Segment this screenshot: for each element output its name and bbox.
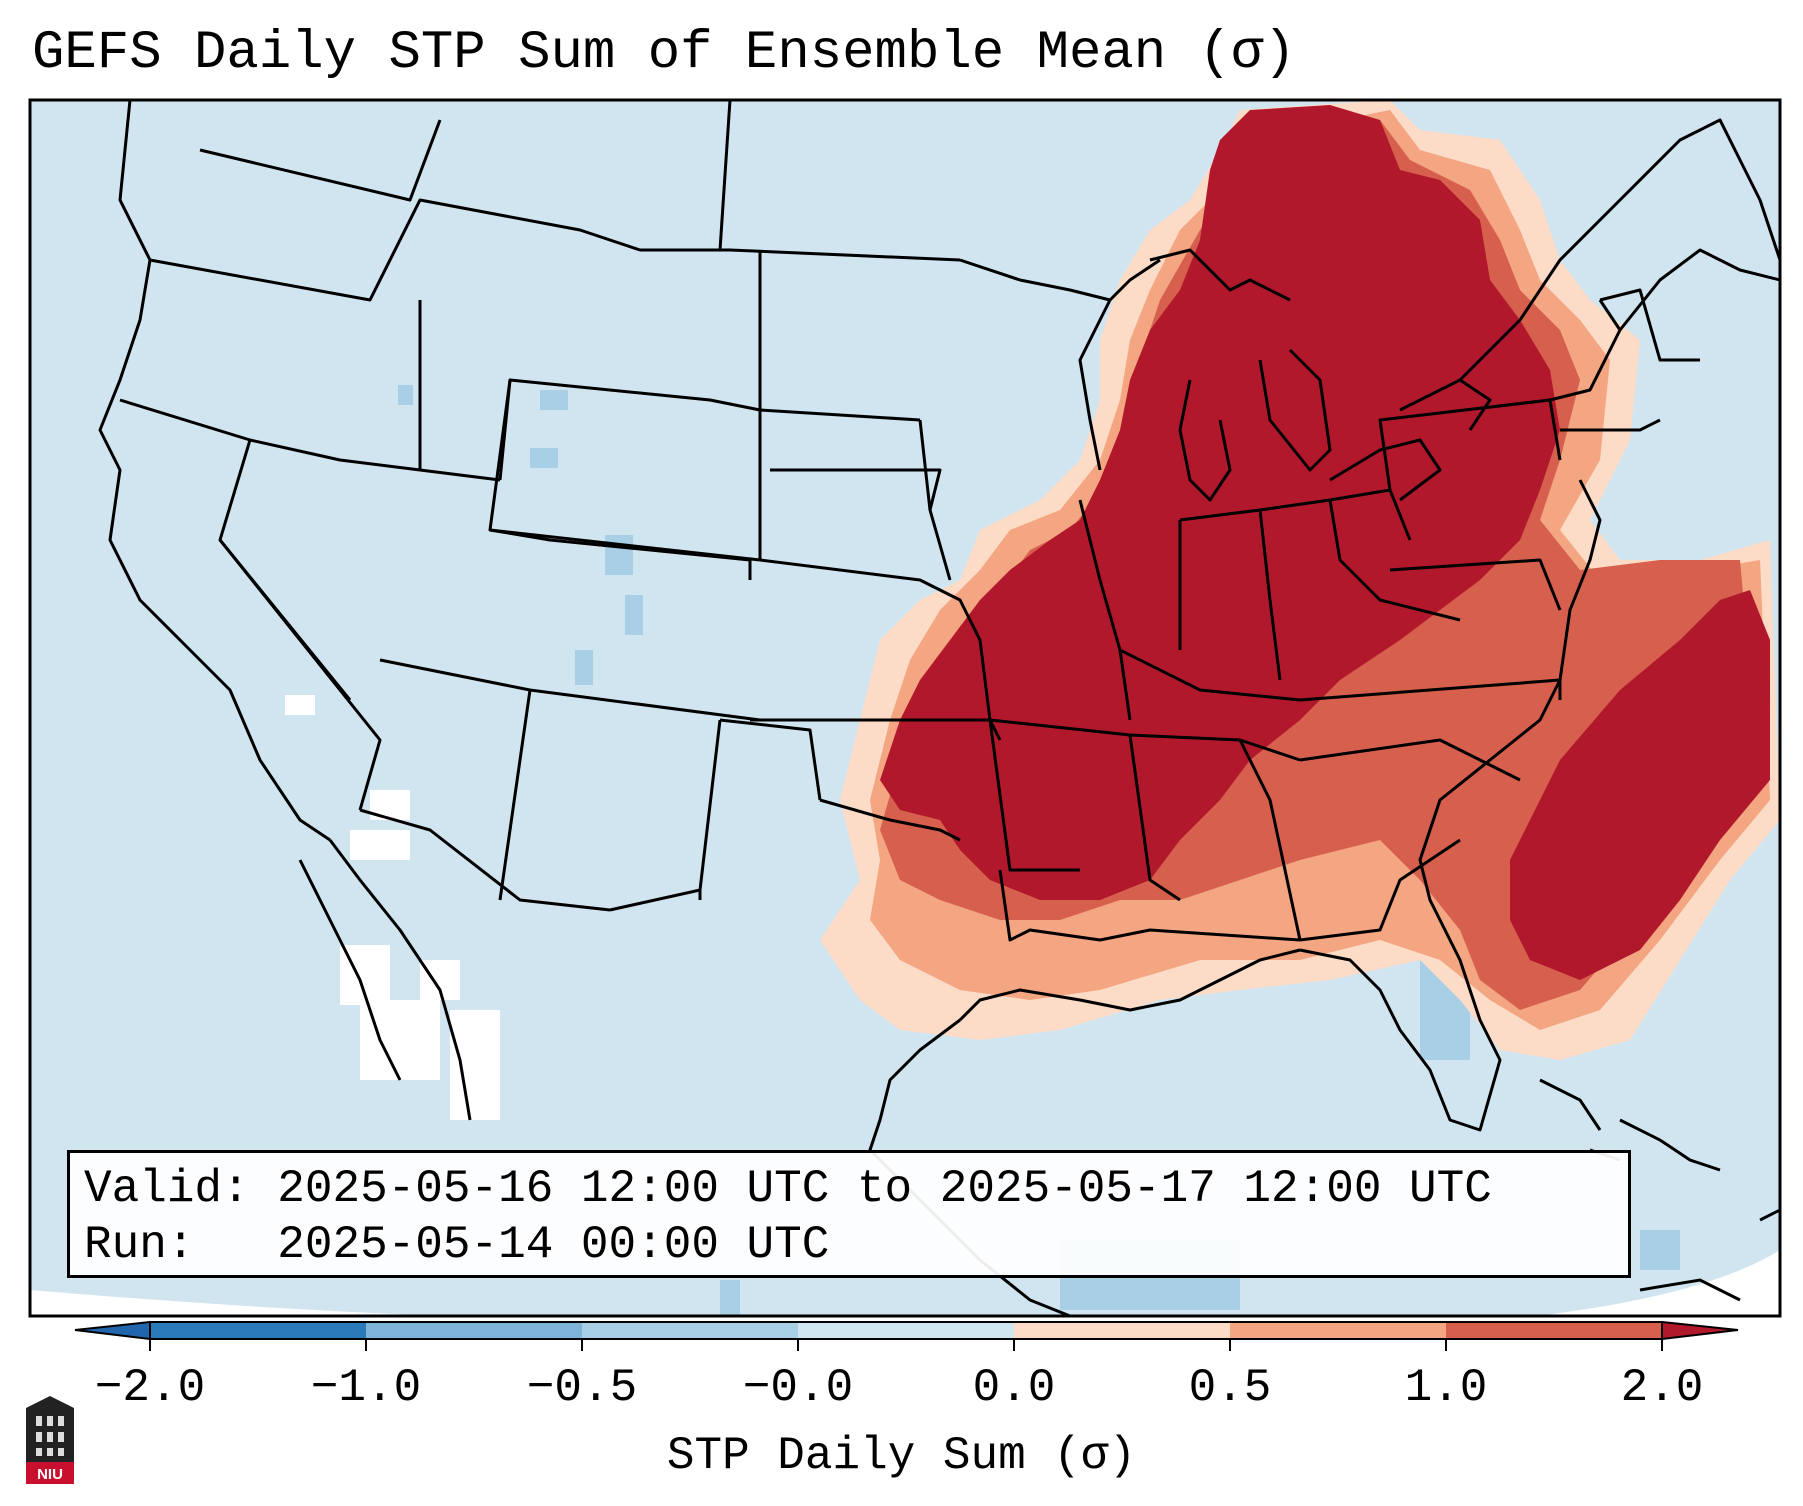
- colorbar-ticks: [149, 1339, 1663, 1351]
- colorbar-tick-label: −2.0: [94, 1362, 206, 1414]
- colorbar-tick-label: 1.0: [1404, 1362, 1488, 1414]
- map-area[interactable]: [30, 100, 1780, 1322]
- run-time: 2025-05-14 00:00 UTC: [277, 1219, 830, 1271]
- colorbar-label: STP Daily Sum (σ): [666, 1430, 1137, 1482]
- colorbar-bin: [1446, 1322, 1662, 1339]
- colorbar: [74, 1320, 1739, 1351]
- colorbar-extend-high: [1661, 1320, 1739, 1341]
- colorbar-tick-label: −0.0: [742, 1362, 854, 1414]
- out-of-domain-area-right: [1536, 1250, 1780, 1316]
- valid-label: Valid:: [84, 1163, 250, 1215]
- colorbar-bin: [366, 1322, 582, 1339]
- colorbar-bin: [1014, 1322, 1230, 1339]
- colorbar-bin: [798, 1322, 1014, 1339]
- colorbar-bin: [582, 1322, 798, 1339]
- colorbar-frame: [149, 1321, 1663, 1340]
- colorbar-tick-label: −1.0: [310, 1362, 422, 1414]
- colorbar-tick-label: 2.0: [1620, 1362, 1704, 1414]
- logo-text: NIU: [37, 1466, 63, 1483]
- colorbar-tick-label: −0.5: [526, 1362, 638, 1414]
- state-borders: [98, 100, 1700, 942]
- colorbar-bin: [150, 1322, 366, 1339]
- colorbar-bin: [1230, 1322, 1446, 1339]
- run-label: Run:: [84, 1219, 195, 1271]
- colorbar-tick-label: 0.0: [972, 1362, 1056, 1414]
- coastlines: [298, 118, 1780, 1316]
- niu-logo[interactable]: NIU: [22, 1394, 78, 1486]
- low-values-mexico: [285, 695, 500, 1120]
- logo-tower-icon: [26, 1396, 74, 1462]
- validity-info-box: Valid: 2025-05-16 12:00 UTC to 2025-05-1…: [67, 1150, 1631, 1278]
- colorbar-extend-low: [74, 1320, 151, 1341]
- valid-range: 2025-05-16 12:00 UTC to 2025-05-17 12:00…: [277, 1163, 1492, 1215]
- colorbar-tick-label: 0.5: [1188, 1362, 1272, 1414]
- out-of-domain-area: [30, 1290, 443, 1316]
- risk-very-high-region: [880, 105, 1560, 900]
- risk-very-high-atlantic: [1510, 590, 1770, 980]
- map-title: GEFS Daily STP Sum of Ensemble Mean (σ): [32, 23, 1296, 84]
- map-frame: [28, 98, 1782, 1318]
